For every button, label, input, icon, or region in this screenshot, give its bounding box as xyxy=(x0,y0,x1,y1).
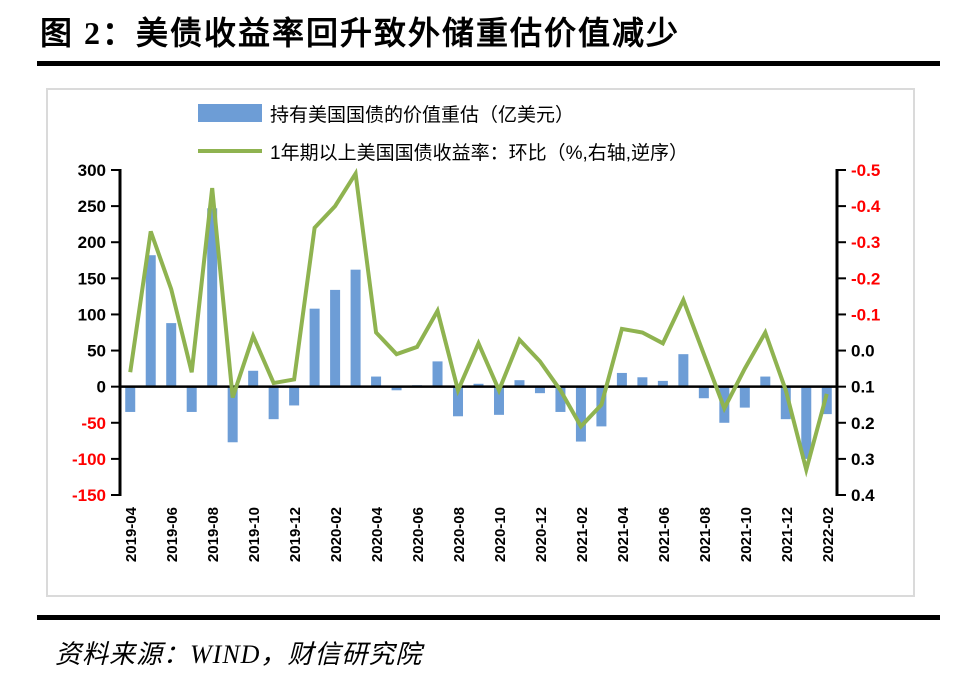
source-note: 资料来源：WIND，财信研究院 xyxy=(55,640,423,669)
bar-2021-12 xyxy=(780,386,791,420)
bar-2022-01 xyxy=(801,386,812,459)
bar-2021-08 xyxy=(698,386,709,399)
right-axis-tick-label: 0.4 xyxy=(851,486,875,505)
bar-2020-03 xyxy=(350,269,361,387)
x-axis-tick-label: 2021-10 xyxy=(738,507,755,562)
bar-2020-04 xyxy=(371,376,382,387)
x-axis-tick-label: 2019-06 xyxy=(164,507,181,562)
bar-2019-06 xyxy=(166,323,177,387)
right-axis-tick-label: -0.2 xyxy=(851,269,880,288)
yield-line xyxy=(128,167,829,478)
right-axis-tick-label: -0.1 xyxy=(851,305,880,324)
left-axis-tick-label: 100 xyxy=(78,305,106,324)
x-axis-tick-label: 2019-10 xyxy=(246,507,263,562)
bottom-divider xyxy=(37,615,940,620)
figure-title: 图 2：美债收益率回升致外储重估价值减少 xyxy=(40,15,681,51)
bar-series-label: 持有美国国债的价值重估（亿美元） xyxy=(270,104,575,126)
right-axis-tick-label: 0.0 xyxy=(851,342,875,361)
bar-2020-02 xyxy=(330,289,341,387)
right-axis-tick-label: -0.5 xyxy=(851,161,880,180)
bar-2021-06 xyxy=(657,380,668,387)
bar-2019-11 xyxy=(268,386,279,420)
bar-2021-04 xyxy=(616,372,627,387)
right-axis-tick-label: 0.1 xyxy=(851,378,875,397)
bar-2020-10 xyxy=(493,386,504,415)
x-axis-tick-label: 2020-10 xyxy=(492,507,509,562)
bar-2021-05 xyxy=(637,377,648,387)
right-axis-tick-label: -0.3 xyxy=(851,233,880,252)
x-axis-tick-label: 2020-08 xyxy=(451,507,468,562)
right-axis-tick-label: 0.2 xyxy=(851,414,875,433)
line-series-swatch xyxy=(198,149,262,153)
bar-2020-12 xyxy=(534,386,545,394)
right-axis-tick-label: -0.4 xyxy=(851,197,881,216)
left-axis-tick-label: 0 xyxy=(97,378,106,397)
bar-2019-12 xyxy=(289,386,300,406)
x-axis-tick-label: 2021-12 xyxy=(779,507,796,562)
bar-2020-08 xyxy=(453,386,464,417)
bar-2020-09 xyxy=(473,383,484,387)
x-axis-tick-label: 2019-12 xyxy=(287,507,304,562)
bar-2021-11 xyxy=(760,376,771,387)
bar-2021-10 xyxy=(739,386,750,408)
bar-2020-11 xyxy=(514,380,525,387)
plot-area: 300 250 200 150 100 50 0 -50 -100 -150 -0.5 -0.4 -0.… xyxy=(72,161,881,562)
chart-legend: 持有美国国债的价值重估（亿美元） 1年期以上美国国债收益率：环比（%,右轴,逆序… xyxy=(198,100,688,176)
x-axis-tick-label: 2019-08 xyxy=(205,507,222,562)
bar-2019-08 xyxy=(207,208,218,387)
bar-series-swatch xyxy=(198,104,262,122)
bar-2019-04 xyxy=(125,386,136,412)
bar-2020-01 xyxy=(309,308,320,387)
legend-item-bar-series: 持有美国国债的价值重估（亿美元） xyxy=(198,100,688,126)
line-series-label: 1年期以上美国国债收益率：环比（%,右轴,逆序） xyxy=(270,142,689,164)
bar-2021-02 xyxy=(575,386,586,442)
right-axis-tick-label: 0.3 xyxy=(851,450,875,469)
x-axis-tick-label: 2021-02 xyxy=(574,507,591,562)
x-axis-tick-label: 2021-06 xyxy=(656,507,673,562)
bar-2019-09 xyxy=(227,386,238,443)
left-axis-tick-label: -150 xyxy=(72,486,106,505)
left-axis-tick-label: 150 xyxy=(78,269,106,288)
left-axis-tick-label: 300 xyxy=(78,161,106,180)
x-axis-tick-label: 2020-02 xyxy=(328,507,345,562)
legend-item-line-series: 1年期以上美国国债收益率：环比（%,右轴,逆序） xyxy=(198,138,688,164)
x-axis-tick-label: 2022-02 xyxy=(820,507,837,562)
x-axis-tick-label: 2021-04 xyxy=(615,506,632,562)
bar-2019-07 xyxy=(186,386,197,412)
bar-2019-10 xyxy=(248,370,259,387)
left-axis-tick-label: -100 xyxy=(72,450,106,469)
x-axis-tick-label: 2020-12 xyxy=(533,507,550,562)
left-axis-tick-label: -50 xyxy=(81,414,106,433)
left-axis-tick-label: 200 xyxy=(78,233,106,252)
bar-2020-05 xyxy=(391,386,402,391)
bar-2020-07 xyxy=(432,361,443,387)
bar-2019-05 xyxy=(145,255,156,387)
x-axis-tick-label: 2019-04 xyxy=(123,506,140,562)
x-axis-tick-label: 2020-06 xyxy=(410,507,427,562)
left-axis-tick-label: 50 xyxy=(87,342,106,361)
left-axis-tick-label: 250 xyxy=(78,197,106,216)
x-axis-tick-label: 2020-04 xyxy=(369,506,386,562)
title-divider xyxy=(37,61,940,66)
bar-2021-01 xyxy=(555,386,566,412)
bar-2021-07 xyxy=(678,354,689,387)
chart-container: 300 250 200 150 100 50 0 -50 -100 -150 -0.5 -0.4 -0.… xyxy=(46,88,915,597)
x-axis-tick-label: 2021-08 xyxy=(697,507,714,562)
